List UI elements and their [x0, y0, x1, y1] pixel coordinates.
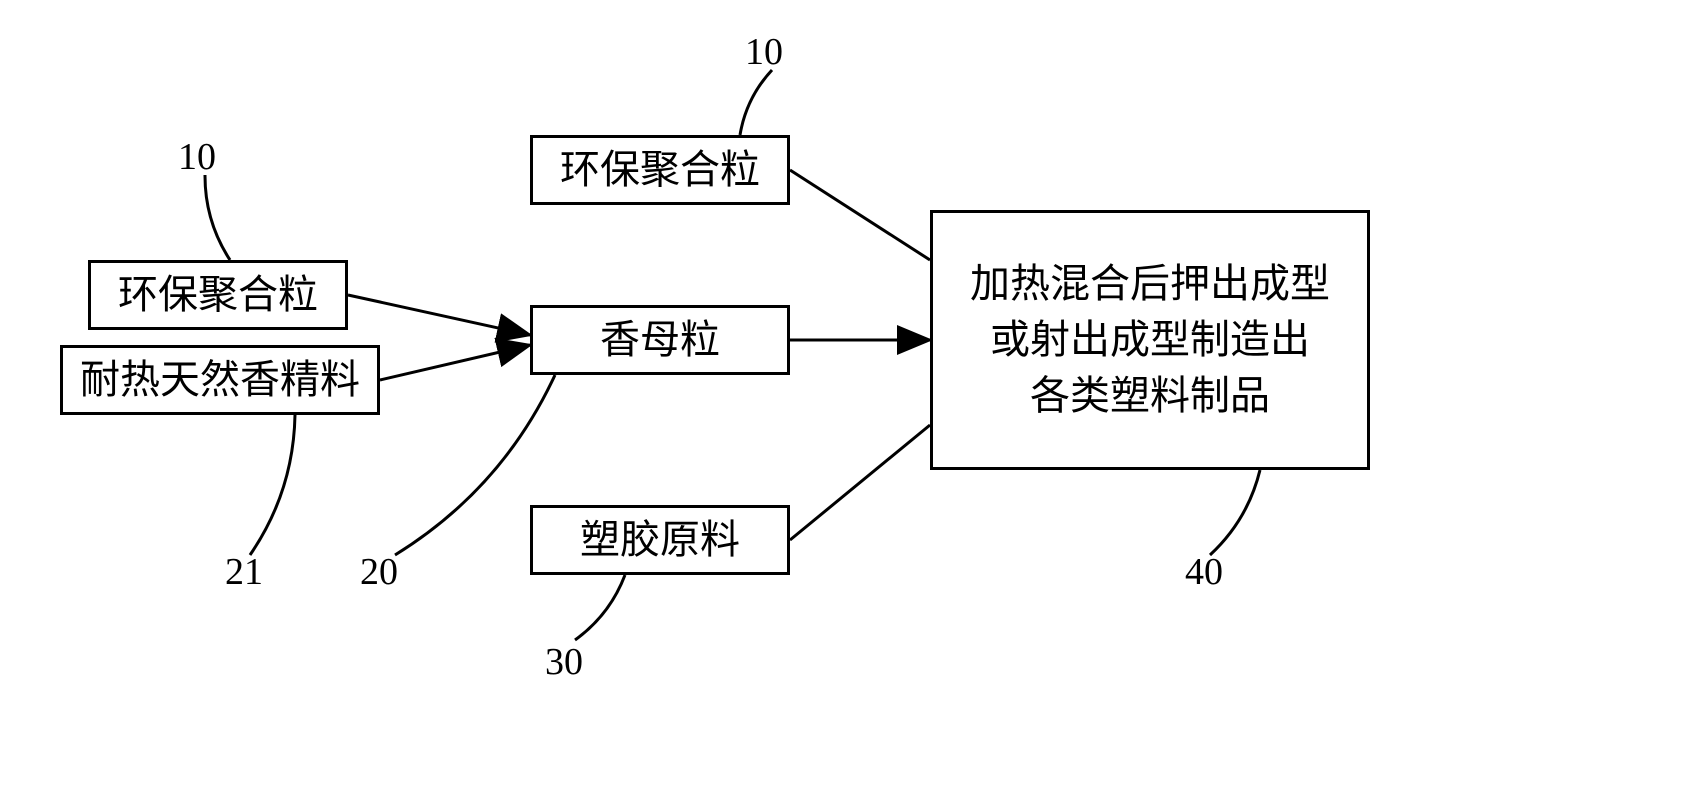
ref-label-21: 21: [225, 550, 263, 594]
node-mid-bottom: 塑胶原料: [530, 505, 790, 575]
node-mid-center: 香母粒: [530, 305, 790, 375]
flowchart-diagram: 环保聚合粒 耐热天然香精料 环保聚合粒 香母粒 塑胶原料 加热混合后押出成型或射…: [0, 0, 1703, 811]
node-left-top: 环保聚合粒: [88, 260, 348, 330]
node-label: 塑胶原料: [580, 512, 740, 568]
node-label: 香母粒: [600, 312, 720, 368]
node-label: 环保聚合粒: [118, 267, 318, 323]
node-label: 环保聚合粒: [560, 142, 760, 198]
node-label: 加热混合后押出成型或射出成型制造出各类塑料制品: [970, 256, 1330, 424]
ref-label-40: 40: [1185, 550, 1223, 594]
node-left-bottom: 耐热天然香精料: [60, 345, 380, 415]
node-mid-top: 环保聚合粒: [530, 135, 790, 205]
ref-label-10-mid: 10: [745, 30, 783, 74]
ref-label-10-left: 10: [178, 135, 216, 179]
ref-label-30: 30: [545, 640, 583, 684]
node-right: 加热混合后押出成型或射出成型制造出各类塑料制品: [930, 210, 1370, 470]
ref-label-20: 20: [360, 550, 398, 594]
node-label: 耐热天然香精料: [80, 352, 360, 408]
